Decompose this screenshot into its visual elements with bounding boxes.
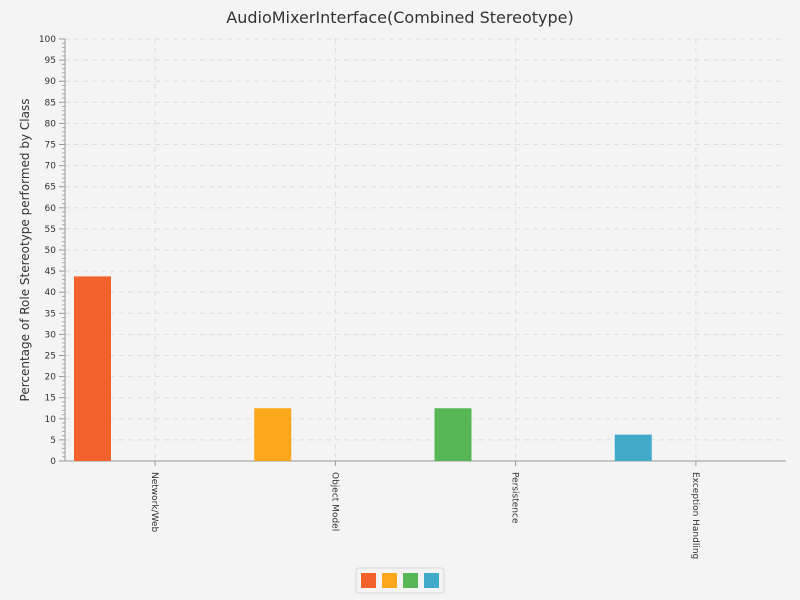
- chart-title: AudioMixerInterface(Combined Stereotype): [226, 8, 574, 27]
- y-tick-label: 100: [39, 35, 56, 45]
- y-tick-label: 95: [45, 56, 56, 66]
- bar-exception-handling: [614, 434, 652, 461]
- y-tick-label: 10: [45, 415, 57, 425]
- legend-swatch: [403, 573, 418, 588]
- bar-persistence: [434, 408, 472, 461]
- y-tick-label: 90: [45, 77, 57, 87]
- x-tick-label: Exception Handling: [690, 472, 700, 559]
- x-tick-labels: Network/Web Object Model Persistence Except…: [149, 472, 700, 559]
- y-tick-label: 40: [45, 288, 57, 298]
- x-tick-label: Persistence: [510, 472, 520, 524]
- bars: [74, 276, 652, 461]
- legend: [355, 567, 445, 594]
- y-tick-label: 35: [45, 309, 56, 319]
- y-tick-label: 55: [45, 225, 56, 235]
- x-tick-label: Network/Web: [149, 472, 159, 533]
- y-tick-label: 30: [45, 330, 57, 340]
- y-tick-label: 65: [45, 183, 56, 193]
- legend-swatch: [361, 573, 376, 588]
- y-tick-label: 25: [45, 352, 56, 362]
- y-tick-label: 80: [45, 119, 57, 129]
- legend-box: [355, 567, 445, 594]
- bar-object-model: [254, 408, 292, 461]
- legend-swatch: [382, 573, 397, 588]
- y-axis-label: Percentage of Role Stereotype performed …: [18, 99, 32, 402]
- y-tick-label: 70: [45, 162, 57, 172]
- y-tick-label: 5: [50, 436, 56, 446]
- x-tick-label: Object Model: [329, 472, 339, 531]
- y-tick-label: 45: [45, 267, 56, 277]
- y-tick-label: 85: [45, 98, 56, 108]
- y-tick-label: 60: [45, 204, 57, 214]
- y-tick-label: 50: [45, 246, 57, 256]
- axes: 0 5 10 15 20 25 30 35 40 45 50 55 60 65 70 75 80 85 90 95 10…: [39, 35, 786, 467]
- y-tick-label: 75: [45, 141, 56, 151]
- grid: [65, 38, 786, 461]
- y-tick-label: 20: [45, 373, 57, 383]
- y-tick-label: 0: [50, 457, 56, 467]
- bar-network-web: [74, 276, 111, 461]
- y-tick-label: 15: [45, 394, 56, 404]
- legend-swatch: [424, 573, 439, 588]
